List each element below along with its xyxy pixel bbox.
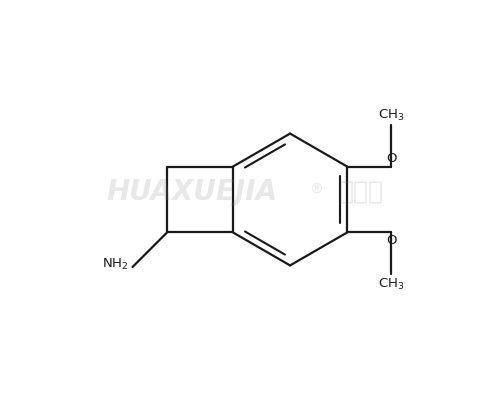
Text: O: O <box>385 235 396 247</box>
Text: ®: ® <box>309 183 323 197</box>
Text: CH$_3$: CH$_3$ <box>377 107 403 122</box>
Text: CH$_3$: CH$_3$ <box>377 277 403 292</box>
Text: 化学加: 化学加 <box>338 180 383 203</box>
Text: NH$_2$: NH$_2$ <box>102 257 128 272</box>
Text: HUAXUEJIA: HUAXUEJIA <box>107 178 278 206</box>
Text: O: O <box>385 152 396 164</box>
